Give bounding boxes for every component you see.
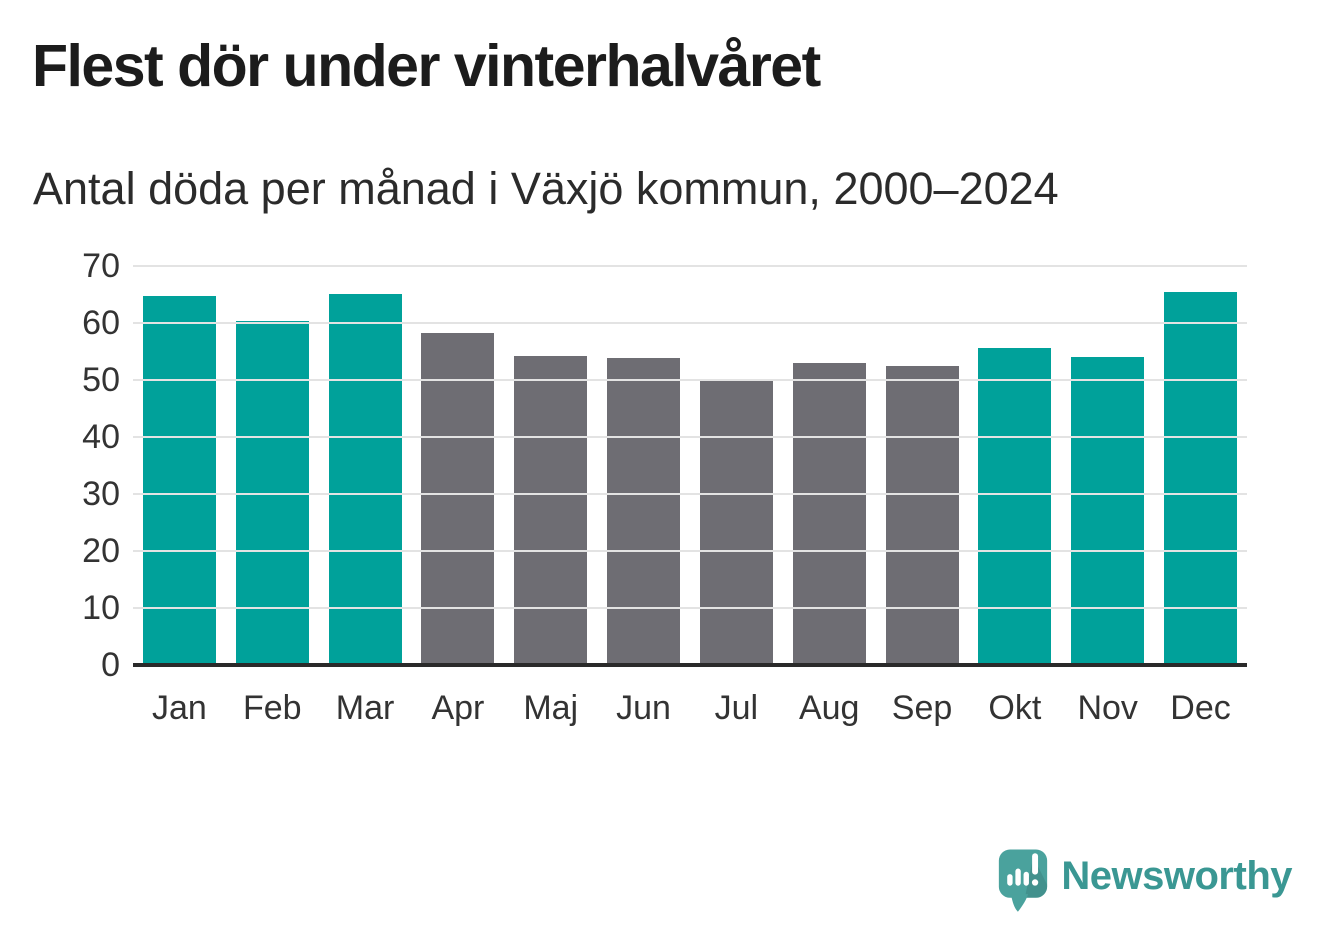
bar-mar	[328, 293, 402, 665]
x-axis-baseline	[133, 663, 1247, 667]
y-tick-label-40: 40	[82, 418, 120, 456]
bar-slot-jan	[133, 266, 226, 665]
x-tick-label-dec: Dec	[1170, 689, 1231, 727]
x-axis: Jan Feb Mar Apr Maj Jun Jul Aug Sep Okt Nov Dec	[133, 686, 1247, 730]
newsworthy-logo-text: Newsworthy	[1061, 854, 1292, 898]
bar-jun	[607, 358, 681, 665]
bar-sep	[885, 366, 959, 665]
x-tick-label-nov: Nov	[1077, 689, 1138, 727]
x-tick-label-apr: Apr	[431, 689, 485, 727]
bar-aug	[792, 363, 866, 665]
gridline-30	[133, 493, 1247, 495]
x-tick-label-feb: Feb	[242, 689, 302, 727]
bar-slot-maj	[504, 266, 597, 665]
y-tick-label-10: 10	[82, 589, 120, 627]
bar-slot-nov	[1061, 266, 1154, 665]
bar-jul	[699, 380, 773, 665]
bar-dec	[1164, 292, 1238, 665]
x-tick-label-jan: Jan	[152, 689, 207, 727]
bar-maj	[514, 355, 588, 665]
y-tick-label-0: 0	[101, 646, 120, 684]
gridline-50	[133, 379, 1247, 381]
x-tick-label-jun: Jun	[616, 689, 671, 727]
y-tick-label-20: 20	[82, 532, 120, 570]
x-tick-label-sep: Sep	[891, 689, 953, 727]
bar-jan	[142, 295, 216, 665]
bar-slot-dec	[1154, 266, 1247, 665]
y-tick-label-30: 30	[82, 475, 120, 513]
bar-apr	[421, 333, 495, 665]
x-tick-label-okt: Okt	[988, 689, 1042, 727]
y-axis: 0 10 20 30 40 50 60 70	[20, 249, 120, 682]
bar-slot-jun	[597, 266, 690, 665]
gridline-10	[133, 607, 1247, 609]
bar-slot-aug	[783, 266, 876, 665]
bar-slot-sep	[876, 266, 969, 665]
bar-slot-apr	[411, 266, 504, 665]
gridline-40	[133, 436, 1247, 438]
bar-nov	[1071, 356, 1145, 665]
newsworthy-branding: Newsworthy	[997, 845, 1292, 919]
plot-area	[133, 265, 1247, 667]
bar-slot-mar	[319, 266, 412, 665]
y-tick-label-70: 70	[82, 247, 120, 285]
x-tick-label-jul: Jul	[714, 689, 759, 727]
speech-bubble-bar-chart-icon	[999, 849, 1048, 912]
x-tick-label-aug: Aug	[798, 689, 860, 727]
gridline-70	[133, 265, 1247, 267]
x-tick-label-mar: Mar	[335, 689, 395, 727]
chart-subtitle: Antal döda per månad i Växjö kommun, 200…	[33, 163, 1059, 214]
bars-container	[133, 266, 1247, 665]
chart-title: Flest dör under vinterhalvåret	[32, 33, 821, 99]
gridline-60	[133, 322, 1247, 324]
bar-slot-jul	[690, 266, 783, 665]
bar-slot-feb	[226, 266, 319, 665]
bar-okt	[978, 347, 1052, 665]
y-tick-label-50: 50	[82, 361, 120, 399]
y-tick-label-60: 60	[82, 304, 120, 342]
gridline-20	[133, 550, 1247, 552]
bar-slot-okt	[968, 266, 1061, 665]
x-tick-label-maj: Maj	[523, 689, 579, 727]
